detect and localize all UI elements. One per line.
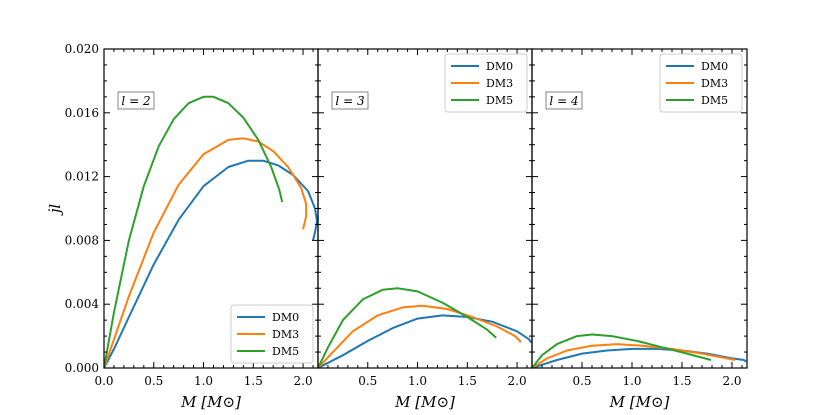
panel-2-label-frame xyxy=(331,91,369,110)
panel-3-legend-label: DM5 xyxy=(701,94,728,107)
panel-3-curves xyxy=(532,333,747,368)
panel-1-legend: DM0 DM3 DM5 xyxy=(230,304,314,364)
panel-1-series-dm3 xyxy=(104,137,308,368)
panel-2-legend-label: DM5 xyxy=(486,94,513,107)
panel-1-xtick-label: 0.0 xyxy=(94,374,113,388)
panel-3-legend-label: DM0 xyxy=(701,60,728,73)
panel-2-legend-frame xyxy=(444,53,528,113)
panel-3-series-dm5 xyxy=(532,333,712,368)
panel-3-legend: DM0 DM3 DM5 xyxy=(659,53,743,113)
panel-2-series-dm0 xyxy=(318,314,532,368)
panel-3-series-dm0 xyxy=(532,347,747,368)
panel-2-legend: DM0 DM3 DM5 xyxy=(444,53,528,113)
panel-1-curves xyxy=(104,95,318,368)
panel-3-legend-label: DM3 xyxy=(701,77,728,90)
panel-3-label-text: l = 4 xyxy=(549,94,578,108)
panel-1-series-dm0 xyxy=(104,159,318,368)
panel-2-label-text: l = 3 xyxy=(335,94,365,108)
panel-1-label-text: l = 2 xyxy=(121,94,150,108)
panel-1-xtick-label: 1.5 xyxy=(244,374,263,388)
panel-1-xtick-label: 1.0 xyxy=(194,374,213,388)
panel-1-series-dm5 xyxy=(104,95,284,368)
panel-2-legend-label: DM3 xyxy=(486,77,513,90)
panel-1-xtick-label: 0.5 xyxy=(144,374,163,388)
panel-3-xtick-label: 2.0 xyxy=(722,374,741,388)
panel-1-ylabel: j̇l xyxy=(46,204,64,217)
panel-3-xlabel: M [M⊙] xyxy=(609,393,670,411)
panel-1-ytick-label: 0.000 xyxy=(65,361,99,375)
panel-3-series-dm3 xyxy=(532,343,736,368)
panel-2-series-dm3 xyxy=(318,304,522,368)
panel-2-xtick-label: 1.0 xyxy=(408,374,427,388)
panel-1-ytick-label: 0.004 xyxy=(65,297,100,311)
panel-1-legend-frame xyxy=(230,304,314,364)
panel-1-ytick-label: 0.012 xyxy=(65,170,99,184)
panel-2-curves xyxy=(318,287,532,368)
panel-3-legend-frame xyxy=(659,53,743,113)
panel-2-label-box: l = 3 xyxy=(331,91,369,110)
panel-1-legend-label: DM3 xyxy=(272,328,299,341)
panel-2-xtick-label: 2.0 xyxy=(508,374,527,388)
panel-2-series-dm5 xyxy=(318,287,497,368)
panel-1-ytick-label: 0.008 xyxy=(65,233,99,247)
curves-layer xyxy=(104,95,747,368)
panel-1-xlabel: M [M⊙] xyxy=(180,393,241,411)
panel-3-label-frame xyxy=(545,91,583,110)
panel-3-xtick-label: 1.5 xyxy=(672,374,691,388)
panel-2-xtick-label: 0.5 xyxy=(358,374,377,388)
panel-1-ytick-label: 0.020 xyxy=(65,42,99,56)
panel-1-legend-label: DM0 xyxy=(272,311,299,324)
panel-2-legend-label: DM0 xyxy=(486,60,513,73)
panel-2-xtick-label: 1.5 xyxy=(458,374,477,388)
panel-2-xlabel: M [M⊙] xyxy=(394,393,455,411)
panel-1-legend-label: DM5 xyxy=(272,345,299,358)
panel-3-label-box: l = 4 xyxy=(545,91,583,110)
panel-3-xtick-label: 0.5 xyxy=(572,374,591,388)
panel-1-xtick-label: 2.0 xyxy=(294,374,313,388)
axes-layer: 0.0 0.5 1.0 1.5 2.0 0.000 0.004 0.008 0.012 0.016… xyxy=(46,42,748,411)
panel-1-ytick-label: 0.016 xyxy=(65,106,99,120)
panel-1-label-box: l = 2 xyxy=(117,91,155,110)
panel-3-xtick-label: 1.0 xyxy=(622,374,641,388)
panel-1-label-frame xyxy=(117,91,155,110)
